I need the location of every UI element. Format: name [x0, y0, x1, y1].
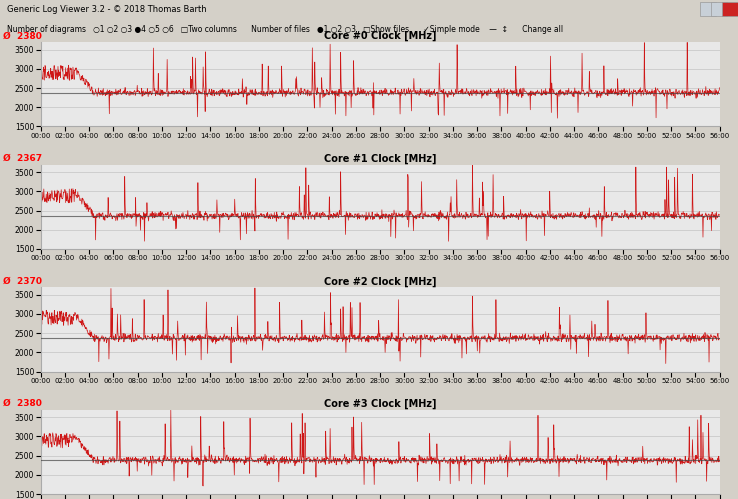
Text: Ø  2380: Ø 2380 — [3, 31, 42, 40]
Title: Core #3 Clock [MHz]: Core #3 Clock [MHz] — [324, 399, 436, 409]
FancyBboxPatch shape — [700, 2, 716, 16]
FancyBboxPatch shape — [722, 2, 738, 16]
Text: Number of diagrams   ○1 ○2 ○3 ●4 ○5 ○6   □Two columns      Number of files   ●1 : Number of diagrams ○1 ○2 ○3 ●4 ○5 ○6 □Tw… — [7, 25, 564, 34]
FancyBboxPatch shape — [711, 2, 727, 16]
Title: Core #2 Clock [MHz]: Core #2 Clock [MHz] — [324, 276, 436, 286]
Title: Core #0 Clock [MHz]: Core #0 Clock [MHz] — [324, 31, 436, 41]
Text: Ø  2370: Ø 2370 — [3, 276, 42, 285]
Text: Generic Log Viewer 3.2 - © 2018 Thomas Barth: Generic Log Viewer 3.2 - © 2018 Thomas B… — [7, 4, 207, 13]
Title: Core #1 Clock [MHz]: Core #1 Clock [MHz] — [324, 154, 436, 164]
Text: Ø  2380: Ø 2380 — [3, 399, 42, 408]
Text: Ø  2367: Ø 2367 — [3, 154, 42, 163]
